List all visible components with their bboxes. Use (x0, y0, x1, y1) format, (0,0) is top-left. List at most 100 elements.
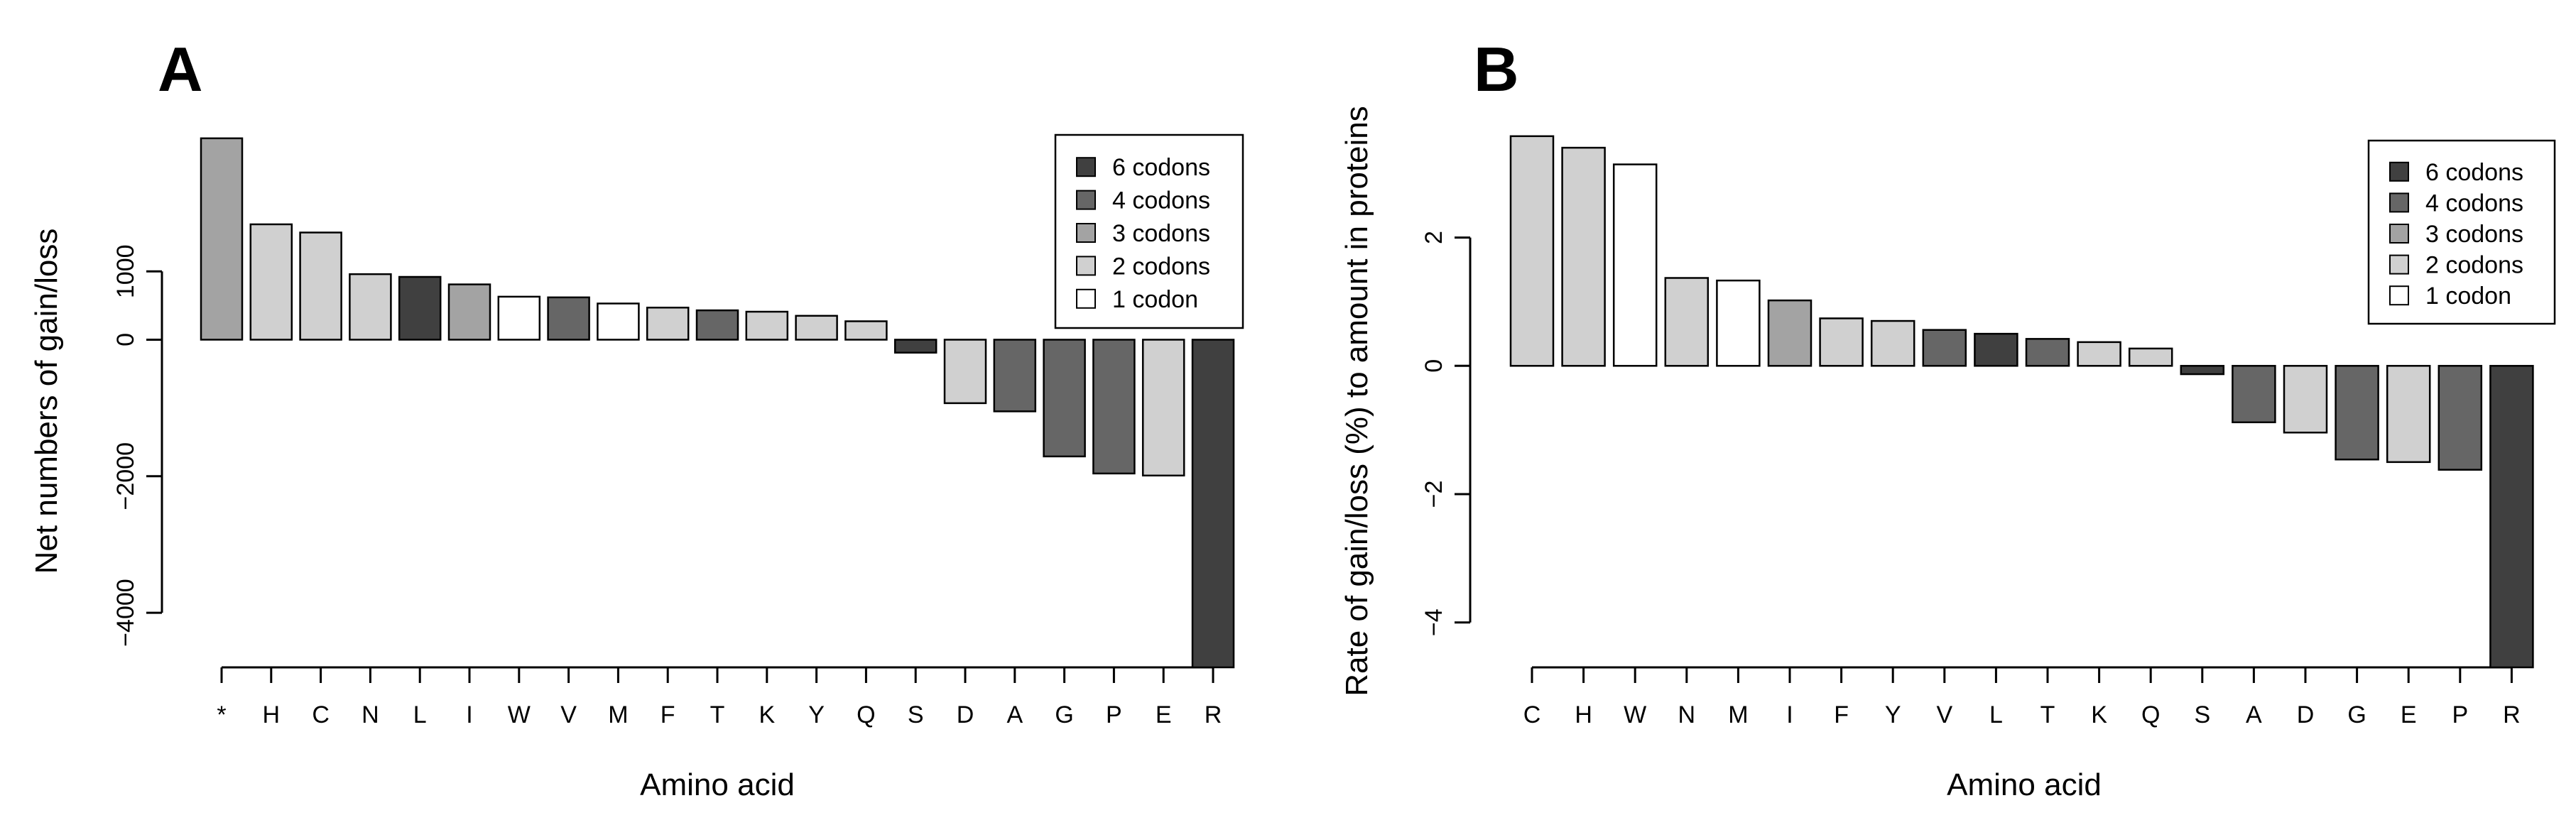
panel-b-x-tick-label: H (1575, 701, 1592, 728)
panel-a-x-tick-label: G (1055, 701, 1073, 728)
panel-b-bar-H (1561, 146, 1606, 367)
panel-b-bar-G (2335, 365, 2379, 461)
panel-b-y-tick-label: 0 (1420, 359, 1447, 373)
panel-a-legend-swatch (1076, 190, 1096, 210)
panel-b-bar-N (1664, 277, 1710, 367)
panel-b-legend-swatch (2389, 254, 2409, 275)
panel-b-bar-Q (2128, 347, 2173, 367)
panel-a-x-tick-label: C (312, 701, 330, 728)
panel-a-bar-Q (844, 320, 888, 341)
panel-a-bar-R (1191, 339, 1235, 669)
panel-a-bar-C (299, 231, 342, 341)
panel-a-y-tick-label: 0 (112, 333, 139, 346)
panel-a-bar-G (1043, 339, 1086, 458)
panel-b-legend-label: 1 codon (2425, 283, 2511, 310)
panel-b-legend-swatch (2389, 224, 2409, 244)
panel-b-legend-label: 3 codons (2425, 221, 2523, 248)
panel-a-y-tick-label: −4000 (112, 579, 139, 647)
panel-a-bar-T (695, 309, 739, 341)
panel-b-x-tick-label: N (1678, 701, 1696, 728)
panel-a-bar-I (447, 283, 491, 341)
panel-a-bar-K (745, 310, 789, 341)
panel-a-x-tick-label: V (560, 701, 577, 728)
panel-b-y-tick-label: −2 (1420, 481, 1447, 508)
panel-b-x-tick-label: I (1786, 701, 1793, 728)
panel-b-x-tick-label: D (2297, 701, 2315, 728)
panel-a-x-tick-label: S (908, 701, 924, 728)
panel-a-bar-V (547, 296, 590, 341)
panel-b-x-tick-label: V (1936, 701, 1952, 728)
panel-a-x-tick-label: P (1106, 701, 1122, 728)
panel-a-y-axis-title: Net numbers of gain/loss (29, 229, 64, 574)
panel-b-x-axis-title: Amino acid (1947, 767, 2102, 802)
panel-a-chart: A Net numbers of gain/loss Amino acid −4… (29, 34, 1244, 802)
panel-b-legend-label: 4 codons (2425, 190, 2523, 217)
panel-a-x-tick-label: K (759, 701, 775, 728)
panel-a-x-tick-label: A (1006, 701, 1023, 728)
panel-a-bar-P (1092, 339, 1136, 475)
panel-b-bar-R (2489, 365, 2534, 669)
panel-a-legend-swatch (1076, 223, 1096, 243)
panel-b-x-tick-label: S (2194, 701, 2210, 728)
panel-a-bar-W (497, 295, 541, 341)
panel-b-bar-F (1819, 317, 1864, 367)
panel-a-legend-label: 4 codons (1112, 187, 1210, 214)
panel-b-bar-E (2386, 365, 2431, 464)
panel-b-y-tick-label: 2 (1420, 231, 1447, 244)
panel-a-legend-label: 1 codon (1112, 286, 1198, 313)
panel-a-bar-E (1141, 339, 1185, 477)
panel-b-bar-D (2283, 365, 2328, 434)
panel-a-legend-label: 3 codons (1112, 220, 1210, 247)
panel-a-bar-N (349, 273, 392, 341)
panel-b-x-tick-label: W (1624, 701, 1646, 728)
panel-b-x-tick-label: L (1989, 701, 2003, 728)
panel-b-legend-label: 6 codons (2425, 159, 2523, 186)
panel-b-x-tick-label: M (1728, 701, 1748, 728)
panel-a-x-tick-label: Q (857, 701, 875, 728)
panel-a-y-tick-label: 1000 (112, 244, 139, 298)
panel-b-x-tick-label: T (2040, 701, 2055, 728)
panel-b-x-tick-label: R (2503, 701, 2521, 728)
panel-a-x-tick-label: I (466, 701, 472, 728)
panel-b-x-tick-label: Q (2141, 701, 2160, 728)
panel-b-bar-M (1716, 279, 1761, 367)
panel-b-bar-Y (1870, 319, 1915, 367)
panel-a-bar-A (993, 339, 1037, 412)
panel-a-x-tick-label: T (710, 701, 725, 728)
panel-a-bar-M (597, 302, 640, 341)
panel-a-x-tick-label: * (217, 701, 226, 728)
panel-b-x-tick-label: Y (1885, 701, 1901, 728)
panel-a-legend-label: 2 codons (1112, 253, 1210, 280)
panel-a-x-tick-label: W (508, 701, 531, 728)
panel-a-y-tick-label: −2000 (112, 442, 139, 510)
panel-a-x-axis-title: Amino acid (640, 767, 795, 802)
panel-a-x-tick-label: D (957, 701, 974, 728)
panel-b-bar-V (1922, 329, 1967, 367)
panel-b-x-tick-label: G (2347, 701, 2366, 728)
panel-b-x-tick-label: F (1834, 701, 1849, 728)
panel-b-x-tick-label: C (1523, 701, 1541, 728)
panel-a-x-tick-label: E (1156, 701, 1172, 728)
panel-b-x-tick-label: P (2452, 701, 2468, 728)
panel-a-bar-S (893, 339, 938, 354)
panel-b-bar-L (1974, 332, 2018, 367)
panel-b-x-tick-label: A (2246, 701, 2262, 728)
panel-b-bar-K (2077, 341, 2121, 367)
panel-b-bar-C (1509, 135, 1555, 367)
panel-b-y-tick-label: −4 (1420, 608, 1447, 636)
panel-b-letter: B (1474, 34, 1519, 104)
panel-a-legend-swatch (1076, 157, 1096, 177)
panel-a-bar-H (249, 223, 293, 341)
panel-b-bar-I (1767, 299, 1813, 367)
panel-a-bar-F (646, 307, 690, 341)
panel-b-bar-W (1612, 163, 1658, 367)
panel-b-x-tick-label: K (2091, 701, 2107, 728)
panel-a-x-tick-label: M (608, 701, 628, 728)
panel-b-chart: B Rate of gain/loss (%) to amount in pro… (1339, 34, 2556, 802)
panel-b-bar-P (2438, 365, 2483, 471)
panel-b-bar-A (2232, 365, 2276, 424)
panel-b-x-tick-label: E (2401, 701, 2417, 728)
panel-b-bar-S (2180, 365, 2225, 376)
panel-a-x-tick-label: L (413, 701, 427, 728)
